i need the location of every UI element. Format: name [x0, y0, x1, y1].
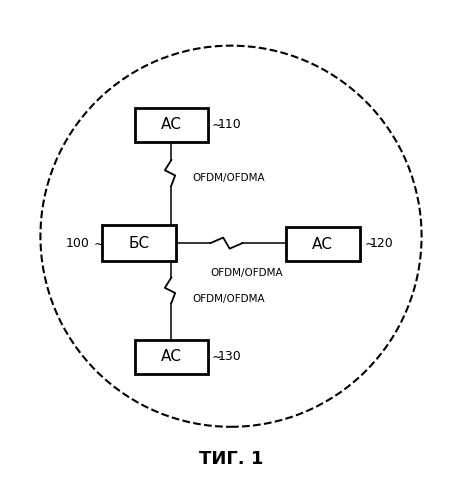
Text: OFDM/OFDMA: OFDM/OFDMA	[192, 173, 265, 183]
FancyBboxPatch shape	[103, 224, 176, 262]
Text: БС: БС	[128, 236, 150, 250]
Text: 120: 120	[370, 236, 394, 250]
FancyBboxPatch shape	[286, 227, 359, 262]
Text: OFDM/OFDMA: OFDM/OFDMA	[210, 268, 283, 278]
Text: ΤИГ. 1: ΤИГ. 1	[199, 450, 263, 468]
Text: $\sim$: $\sim$	[362, 236, 376, 250]
Text: $\sim$: $\sim$	[209, 118, 223, 131]
Text: 130: 130	[217, 350, 241, 363]
FancyBboxPatch shape	[134, 340, 208, 374]
Text: АС: АС	[161, 350, 182, 364]
Text: $\sim$: $\sim$	[91, 236, 104, 250]
FancyBboxPatch shape	[134, 108, 208, 142]
Text: АС: АС	[161, 118, 182, 132]
Text: 110: 110	[217, 118, 241, 131]
Text: OFDM/OFDMA: OFDM/OFDMA	[192, 294, 265, 304]
Text: 100: 100	[66, 236, 90, 250]
Text: $\sim$: $\sim$	[209, 350, 223, 363]
Text: АС: АС	[312, 237, 334, 252]
